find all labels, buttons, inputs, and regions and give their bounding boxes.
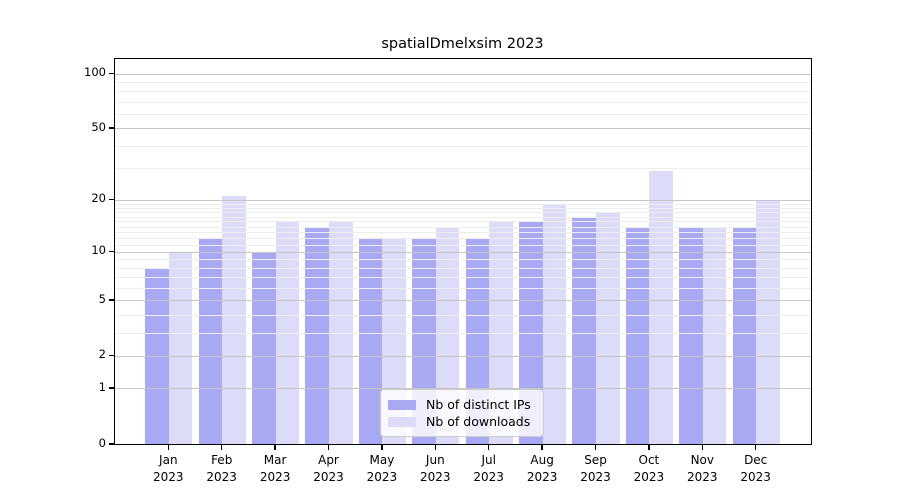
bar-downloads-aug-2023	[542, 203, 567, 444]
x-tick	[594, 444, 597, 450]
gridline-major	[115, 73, 811, 75]
x-tick	[701, 444, 704, 450]
gridline-major	[115, 300, 811, 302]
gridline-minor	[115, 216, 811, 218]
bar-distinct-ips-mar-2023	[251, 251, 276, 444]
legend-label-distinct-ips: Nb of distinct IPs	[426, 397, 531, 412]
x-tick	[487, 444, 490, 450]
gridline-minor	[115, 226, 811, 228]
x-tick-label: Jun 2023	[420, 453, 451, 484]
gridline-minor	[115, 203, 811, 205]
gridline-minor	[115, 259, 811, 261]
chart-title: spatialDmelxsim 2023	[381, 36, 544, 52]
bar-downloads-sep-2023	[596, 211, 620, 444]
x-tick	[541, 444, 543, 450]
y-tick-label: 5	[98, 291, 106, 306]
bar-downloads-feb-2023	[222, 195, 246, 444]
gridline-major	[115, 355, 811, 357]
gridline-minor	[115, 267, 811, 269]
bar-downloads-nov-2023	[702, 226, 727, 444]
gridline-major	[115, 199, 811, 201]
bar-downloads-apr-2023	[329, 221, 353, 444]
gridline-major	[115, 388, 811, 390]
gridline-minor	[115, 145, 811, 147]
bar-distinct-ips-aug-2023	[518, 221, 543, 444]
bar-downloads-jan-2023	[168, 251, 193, 444]
legend: Nb of distinct IPs Nb of downloads	[380, 389, 544, 437]
bar-distinct-ips-oct-2023	[625, 226, 650, 444]
bar-distinct-ips-dec-2023	[732, 226, 757, 444]
gridline-minor	[115, 332, 811, 334]
x-tick-label: Apr 2023	[313, 453, 344, 484]
gridline-minor	[115, 101, 811, 103]
x-tick-label: Aug 2023	[526, 453, 558, 484]
bar-downloads-jul-2023	[489, 221, 513, 444]
x-tick	[167, 444, 170, 450]
bar-distinct-ips-feb-2023	[198, 238, 223, 444]
x-tick	[754, 444, 757, 450]
downloads-swatch-icon	[388, 416, 416, 427]
x-tick	[381, 444, 383, 450]
gridline-minor	[115, 91, 811, 93]
y-tick-label: 2	[98, 347, 106, 362]
y-tick-label: 20	[91, 191, 106, 206]
x-tick-label: Sep 2023	[580, 453, 611, 484]
bar-distinct-ips-apr-2023	[305, 226, 329, 444]
y-tick	[109, 443, 114, 445]
gridline-minor	[115, 221, 811, 223]
gridline-minor	[115, 81, 811, 83]
gridline-major	[115, 251, 811, 253]
x-tick	[220, 444, 223, 450]
gridline-minor	[115, 168, 811, 170]
bar-distinct-ips-may-2023	[358, 238, 383, 444]
y-tick	[109, 72, 114, 74]
gridline-minor	[115, 314, 811, 316]
x-tick	[274, 444, 276, 450]
gridline-major	[115, 128, 811, 130]
y-tick	[109, 299, 114, 301]
x-tick-label: Dec 2023	[740, 453, 771, 484]
x-tick-label: Jan 2023	[153, 453, 184, 484]
x-tick-label: Jul 2023	[473, 453, 504, 484]
x-tick-label: Feb 2023	[206, 453, 237, 484]
bar-downloads-oct-2023	[649, 170, 674, 444]
y-tick	[109, 250, 114, 252]
gridline-minor	[115, 238, 811, 240]
gridline-minor	[115, 244, 811, 246]
y-tick	[109, 387, 114, 389]
bar-distinct-ips-sep-2023	[572, 216, 596, 444]
y-tick	[109, 354, 114, 357]
bar-distinct-ips-nov-2023	[679, 226, 703, 444]
y-tick-label: 10	[91, 243, 106, 257]
gridline-minor	[115, 211, 811, 213]
gridline-minor	[115, 207, 811, 209]
plot-area	[114, 58, 812, 445]
x-tick-label: Oct 2023	[633, 453, 665, 484]
x-tick-label: Mar 2023	[259, 453, 291, 484]
y-tick-label: 1	[98, 379, 106, 394]
y-tick-label: 100	[84, 65, 106, 79]
y-tick	[109, 127, 114, 129]
y-tick-label: 0	[98, 435, 106, 450]
bar-downloads-mar-2023	[275, 221, 300, 444]
bar-downloads-dec-2023	[756, 199, 780, 444]
x-tick	[648, 444, 650, 450]
legend-item-downloads: Nb of downloads	[388, 413, 535, 430]
x-tick-label: Nov 2023	[687, 453, 718, 484]
gridline-minor	[115, 277, 811, 279]
y-tick	[109, 198, 114, 201]
gridline-minor	[115, 287, 811, 289]
legend-label-downloads: Nb of downloads	[426, 414, 531, 429]
gridline-minor	[115, 232, 811, 234]
x-tick-label: May 2023	[366, 453, 398, 484]
y-tick-label: 50	[91, 119, 106, 134]
gridline-minor	[115, 113, 811, 115]
distinct-ips-swatch-icon	[388, 399, 416, 410]
x-tick	[434, 444, 437, 450]
x-tick	[327, 444, 330, 450]
legend-item-distinct-ips: Nb of distinct IPs	[388, 396, 535, 413]
